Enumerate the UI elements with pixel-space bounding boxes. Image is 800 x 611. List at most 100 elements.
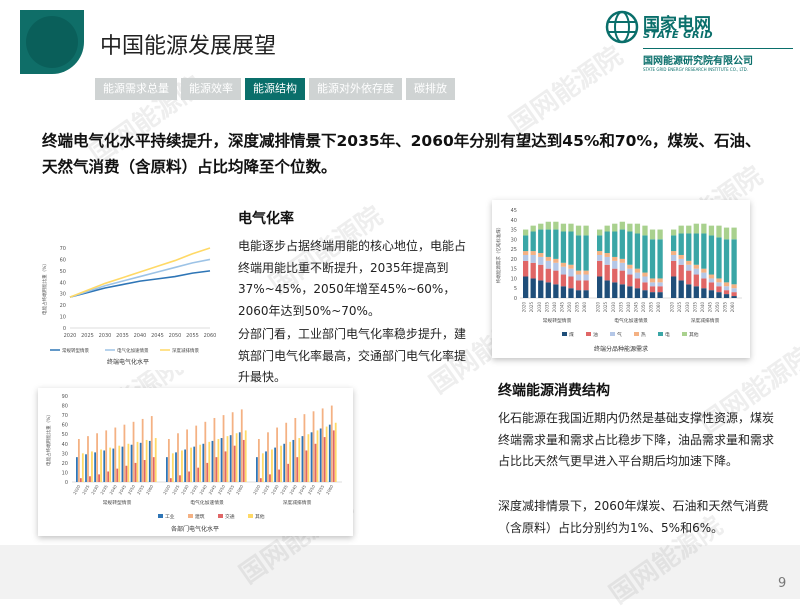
stacked-bar-segment bbox=[583, 274, 589, 281]
bar bbox=[215, 457, 218, 482]
stacked-bar-segment bbox=[604, 280, 610, 298]
stacked-bar-segment bbox=[545, 260, 551, 269]
bar bbox=[222, 415, 225, 482]
stacked-bar-segment bbox=[731, 227, 737, 240]
stacked-bar-segment bbox=[678, 280, 684, 298]
y-tick-label: 35 bbox=[511, 228, 517, 234]
tab-dependency[interactable]: 能源对外依存度 bbox=[309, 78, 402, 100]
stacked-bar-segment bbox=[716, 292, 722, 298]
bar bbox=[171, 453, 174, 482]
tab-structure[interactable]: 能源结构 bbox=[245, 78, 305, 100]
legend-swatch bbox=[610, 332, 615, 336]
bar bbox=[314, 443, 317, 482]
legend-label: 气 bbox=[617, 331, 622, 338]
stacked-bar-segment bbox=[523, 235, 529, 252]
tab-efficiency[interactable]: 能源效率 bbox=[181, 78, 241, 100]
tab-carbon[interactable]: 碳排放 bbox=[406, 78, 455, 100]
bar bbox=[259, 478, 262, 482]
bar bbox=[334, 422, 337, 482]
stacked-bar-segment bbox=[560, 262, 567, 267]
stacked-bar-segment bbox=[649, 278, 656, 283]
stacked-bar-segment bbox=[612, 231, 618, 257]
stacked-bar-segment bbox=[612, 256, 618, 261]
y-tick-label: 30 bbox=[60, 292, 66, 298]
stacked-bar-segment bbox=[583, 280, 589, 291]
group-label: 深度减排情景 bbox=[691, 317, 720, 324]
y-tick-label: 70 bbox=[60, 246, 66, 252]
group-label: 电气化加速情景 bbox=[190, 499, 224, 506]
stacked-bar-segment bbox=[560, 266, 567, 275]
stacked-bar-segment bbox=[693, 223, 699, 234]
bar bbox=[85, 454, 87, 482]
bar bbox=[103, 450, 106, 482]
bar bbox=[81, 453, 84, 482]
stacked-bar-segment bbox=[678, 254, 684, 259]
x-tick-label: 2040 bbox=[626, 302, 631, 313]
state-grid-logo: 国家电网 STATE GRID 国网能源研究院有限公司 STATE GRID E… bbox=[605, 8, 795, 78]
x-tick-label: 2040 bbox=[552, 302, 557, 313]
stacked-bar-segment bbox=[619, 229, 625, 259]
stacked-bar-segment bbox=[553, 270, 559, 285]
y-tick-label: 30 bbox=[62, 451, 68, 457]
x-tick-label: 2045 bbox=[208, 484, 218, 496]
stacked-bar-segment bbox=[619, 258, 625, 263]
bar bbox=[197, 467, 200, 482]
stacked-bar-segment bbox=[553, 229, 559, 259]
bar bbox=[285, 422, 288, 482]
stacked-bar-segment bbox=[716, 278, 722, 283]
stacked-bar-segment bbox=[671, 235, 677, 252]
bar bbox=[274, 447, 277, 482]
stacked-bar-segment bbox=[604, 256, 610, 265]
stacked-bar-segment bbox=[553, 258, 559, 263]
stacked-bar-segment bbox=[583, 225, 589, 236]
logo-institute: 国网能源研究院有限公司 bbox=[643, 56, 753, 67]
group-label: 常规转型情景 bbox=[103, 499, 132, 506]
stacked-bar-segment bbox=[731, 292, 737, 297]
bar bbox=[112, 448, 115, 482]
stacked-bar-segment bbox=[553, 221, 559, 230]
stacked-bar-segment bbox=[649, 286, 656, 293]
legend-swatch bbox=[682, 332, 687, 336]
stacked-bar-segment bbox=[523, 276, 529, 298]
bar bbox=[91, 451, 93, 482]
bar bbox=[148, 440, 151, 482]
bar bbox=[231, 412, 234, 482]
stacked-bar-segment bbox=[723, 286, 730, 291]
legend-label: 常规转型情景 bbox=[62, 347, 89, 354]
stacked-bar-segment bbox=[523, 229, 529, 236]
tab-demand[interactable]: 能源需求总量 bbox=[95, 78, 177, 100]
stacked-bar-segment bbox=[708, 278, 715, 283]
bar bbox=[96, 433, 98, 482]
electrification-line-chart: 0 10 20 30 40 50 60 70 2020 2025 2030 2035 2040 2045 2… bbox=[38, 240, 218, 370]
stacked-bar-segment bbox=[604, 264, 610, 281]
y-tick-label: 25 bbox=[511, 247, 517, 253]
bar bbox=[154, 438, 157, 482]
bar bbox=[296, 457, 299, 482]
section-tabs: 能源需求总量 能源效率 能源结构 能源对外依存度 碳排放 bbox=[95, 78, 455, 100]
bar bbox=[301, 436, 304, 482]
title-decoration bbox=[20, 10, 84, 74]
stacked-bar-segment bbox=[619, 284, 625, 298]
bar bbox=[303, 414, 306, 482]
stacked-bar-segment bbox=[731, 296, 737, 298]
final-energy-bar-chart: 0 5 10 15 20 25 30 35 40 45 终端能源需求（亿吨标准煤） 2020 2025 2… bbox=[492, 200, 750, 358]
x-tick-label: 2030 bbox=[90, 484, 100, 496]
bar bbox=[76, 457, 78, 482]
stacked-bar-segment bbox=[604, 231, 610, 254]
bar bbox=[77, 439, 80, 482]
y-tick-label: 90 bbox=[62, 394, 68, 400]
bar bbox=[167, 439, 170, 482]
x-tick-label: 2025 bbox=[171, 484, 181, 496]
chart-title: 各部门电气化水平 bbox=[171, 525, 219, 533]
stacked-bar-segment bbox=[545, 256, 551, 261]
stacked-bar-segment bbox=[686, 264, 692, 271]
x-tick-label: 2045 bbox=[559, 302, 564, 313]
legend-label: 煤 bbox=[569, 331, 574, 338]
bar bbox=[136, 441, 139, 482]
stacked-bar-segment bbox=[530, 225, 536, 232]
stacked-bar-segment bbox=[627, 286, 633, 298]
stacked-bar-segment bbox=[530, 278, 536, 298]
x-tick-label: 2050 bbox=[307, 484, 317, 496]
consumption-para-1: 化石能源在我国近期内仍然是基础支撑性资源，煤炭终端需求量和需求占比稳步下降，油品… bbox=[498, 411, 775, 468]
